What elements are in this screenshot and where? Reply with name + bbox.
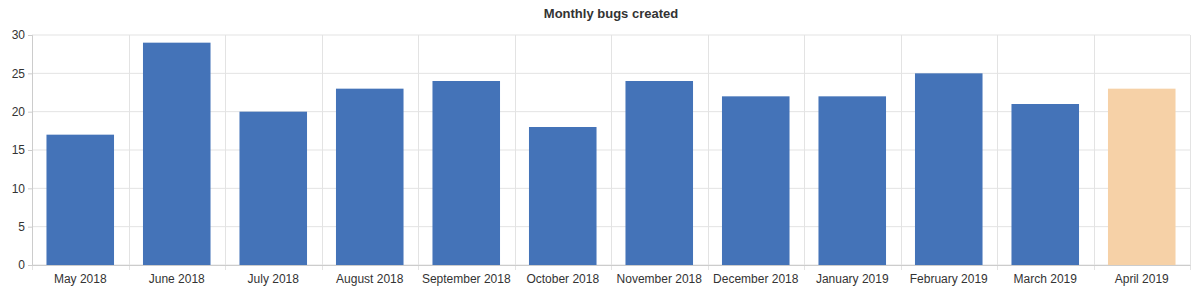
x-tick-label: May 2018	[54, 272, 107, 286]
bar	[818, 96, 886, 265]
category-divider	[1094, 35, 1095, 270]
chart: Monthly bugs created 0 5 10 15 20 25 30 May 2018…	[0, 0, 1200, 301]
y-tick-label: 30	[12, 28, 26, 42]
y-tick-mark	[28, 112, 32, 113]
bar	[432, 81, 500, 265]
category-divider	[1190, 35, 1191, 270]
y-axis: 0 5 10 15 20 25 30	[12, 28, 33, 272]
bar	[529, 127, 597, 265]
x-tick-label: March 2019	[1014, 272, 1078, 286]
category-divider	[901, 35, 902, 270]
bar	[915, 73, 983, 265]
y-tick-label: 15	[12, 143, 26, 157]
x-tick-label: October 2018	[526, 272, 599, 286]
y-tick: 30	[12, 28, 32, 42]
bar	[239, 112, 307, 265]
y-tick-label: 25	[12, 67, 26, 81]
x-tick: May 2018	[54, 265, 107, 286]
bar	[1011, 104, 1079, 265]
category-divider	[129, 35, 130, 270]
bar	[46, 135, 114, 265]
x-grid	[33, 35, 1191, 270]
y-tick: 20	[12, 105, 32, 119]
x-tick-label: April 2019	[1115, 272, 1169, 286]
x-tick-label: February 2019	[910, 272, 988, 286]
x-tick: December 2018	[713, 265, 799, 286]
category-divider	[515, 35, 516, 270]
x-tick: January 2019	[816, 265, 889, 286]
y-tick-mark	[28, 227, 32, 228]
y-tick: 0	[18, 258, 32, 272]
y-tick-label: 10	[12, 182, 26, 196]
bar	[143, 43, 211, 265]
plot: 0 5 10 15 20 25 30 May 2018 June 2018 July 2018 Au…	[12, 28, 1191, 285]
bars	[46, 43, 1175, 265]
y-tick: 25	[12, 67, 32, 81]
x-tick-label: December 2018	[713, 272, 799, 286]
category-divider	[225, 35, 226, 270]
category-divider	[997, 35, 998, 270]
y-tick: 15	[12, 143, 32, 157]
bar	[722, 96, 790, 265]
x-tick: February 2019	[910, 265, 988, 286]
x-tick-label: January 2019	[816, 272, 889, 286]
y-tick-mark	[28, 73, 32, 74]
x-tick-label: September 2018	[422, 272, 511, 286]
x-axis: May 2018 June 2018 July 2018 August 2018 Sep…	[33, 265, 1191, 286]
category-divider	[804, 35, 805, 270]
x-tick-label: August 2018	[336, 272, 404, 286]
bar	[336, 89, 404, 265]
x-tick: August 2018	[336, 265, 404, 286]
category-divider	[418, 35, 419, 270]
y-tick-mark	[28, 188, 32, 189]
y-tick-label: 20	[12, 105, 26, 119]
x-axis-line	[33, 265, 1191, 266]
y-tick-label: 5	[18, 220, 25, 234]
x-tick: July 2018	[248, 265, 300, 286]
x-tick-label: July 2018	[248, 272, 300, 286]
x-tick-label: June 2018	[149, 272, 205, 286]
x-tick: April 2019	[1115, 265, 1169, 286]
chart-title: Monthly bugs created	[544, 6, 678, 21]
x-tick-label: November 2018	[617, 272, 703, 286]
x-tick: October 2018	[526, 265, 599, 286]
y-tick: 10	[12, 182, 32, 196]
y-tick-mark	[28, 150, 32, 151]
bar	[625, 81, 693, 265]
y-axis-line	[28, 36, 33, 266]
category-divider	[322, 35, 323, 270]
y-tick: 5	[18, 220, 32, 234]
bar	[1108, 89, 1176, 265]
category-divider	[708, 35, 709, 270]
x-tick: June 2018	[149, 265, 205, 286]
x-tick: November 2018	[617, 265, 703, 286]
y-tick-mark	[28, 265, 32, 266]
x-tick: September 2018	[422, 265, 511, 286]
category-divider	[611, 35, 612, 270]
y-tick-mark	[28, 35, 32, 36]
x-tick: March 2019	[1014, 265, 1078, 286]
y-tick-label: 0	[18, 258, 25, 272]
